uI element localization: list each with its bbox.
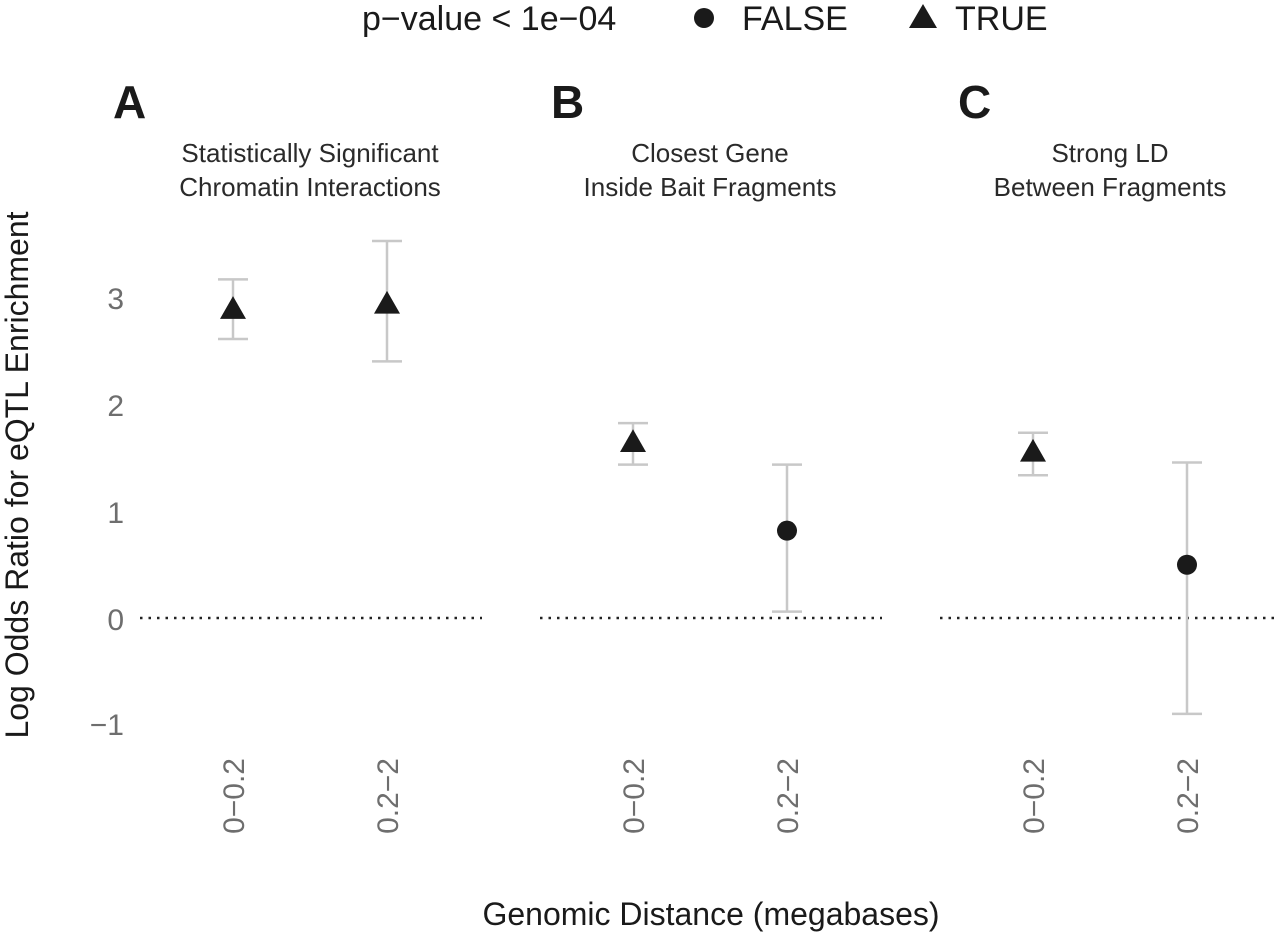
circle-marker bbox=[1177, 554, 1197, 575]
panel-letter: C bbox=[958, 76, 991, 128]
legend-marker-true-triangle bbox=[909, 4, 937, 28]
data-point bbox=[218, 278, 248, 341]
panel-letter: B bbox=[551, 76, 584, 128]
data-point bbox=[618, 421, 648, 466]
y-tick-label: 1 bbox=[107, 497, 124, 530]
data-point bbox=[1018, 431, 1048, 477]
triangle-marker bbox=[374, 290, 400, 314]
legend-label-false: FALSE bbox=[742, 0, 848, 38]
panel-letter: A bbox=[113, 76, 146, 128]
data-point bbox=[372, 239, 402, 363]
legend-label-true: TRUE bbox=[955, 0, 1048, 38]
x-tick-label: 0.2−2 bbox=[772, 758, 805, 834]
legend-marker-false-circle bbox=[694, 8, 714, 28]
panel-c: C Strong LD Between Fragments 0−0.2 0.2−… bbox=[940, 76, 1280, 834]
x-tick-label: 0−0.2 bbox=[618, 758, 651, 834]
y-tick-label: 3 bbox=[107, 283, 124, 316]
y-axis-title: Log Odds Ratio for eQTL Enrichment bbox=[0, 211, 35, 738]
panel-title-line-1: Strong LD bbox=[1051, 138, 1168, 168]
panel-b: B Closest Gene Inside Bait Fragments 0−0… bbox=[540, 76, 882, 834]
triangle-marker bbox=[1020, 438, 1046, 462]
panel-title-line-2: Between Fragments bbox=[994, 172, 1227, 202]
legend-title: p−value < 1e−04 bbox=[362, 0, 616, 38]
panel-a: A Statistically Significant Chromatin In… bbox=[113, 76, 482, 834]
x-tick-label: 0−0.2 bbox=[1018, 758, 1051, 834]
y-tick-label: 0 bbox=[107, 604, 124, 637]
panel-title-line-1: Statistically Significant bbox=[181, 138, 439, 168]
x-tick-label: 0.2−2 bbox=[372, 758, 405, 834]
circle-marker bbox=[777, 520, 797, 541]
data-point bbox=[772, 463, 802, 613]
triangle-marker bbox=[620, 429, 646, 453]
y-axis-ticks: −1 0 1 2 3 bbox=[90, 283, 124, 742]
x-tick-label: 0.2−2 bbox=[1172, 758, 1205, 834]
panel-title-line-2: Chromatin Interactions bbox=[179, 172, 441, 202]
y-tick-label: −1 bbox=[90, 709, 124, 742]
data-point bbox=[1172, 461, 1202, 716]
y-tick-label: 2 bbox=[107, 390, 124, 423]
x-tick-label: 0−0.2 bbox=[218, 758, 251, 834]
panel-title-line-1: Closest Gene bbox=[631, 138, 789, 168]
legend: p−value < 1e−04 FALSE TRUE bbox=[362, 0, 1048, 38]
x-axis-title: Genomic Distance (megabases) bbox=[482, 896, 939, 932]
triangle-marker bbox=[220, 296, 246, 319]
panel-title-line-2: Inside Bait Fragments bbox=[584, 172, 837, 202]
